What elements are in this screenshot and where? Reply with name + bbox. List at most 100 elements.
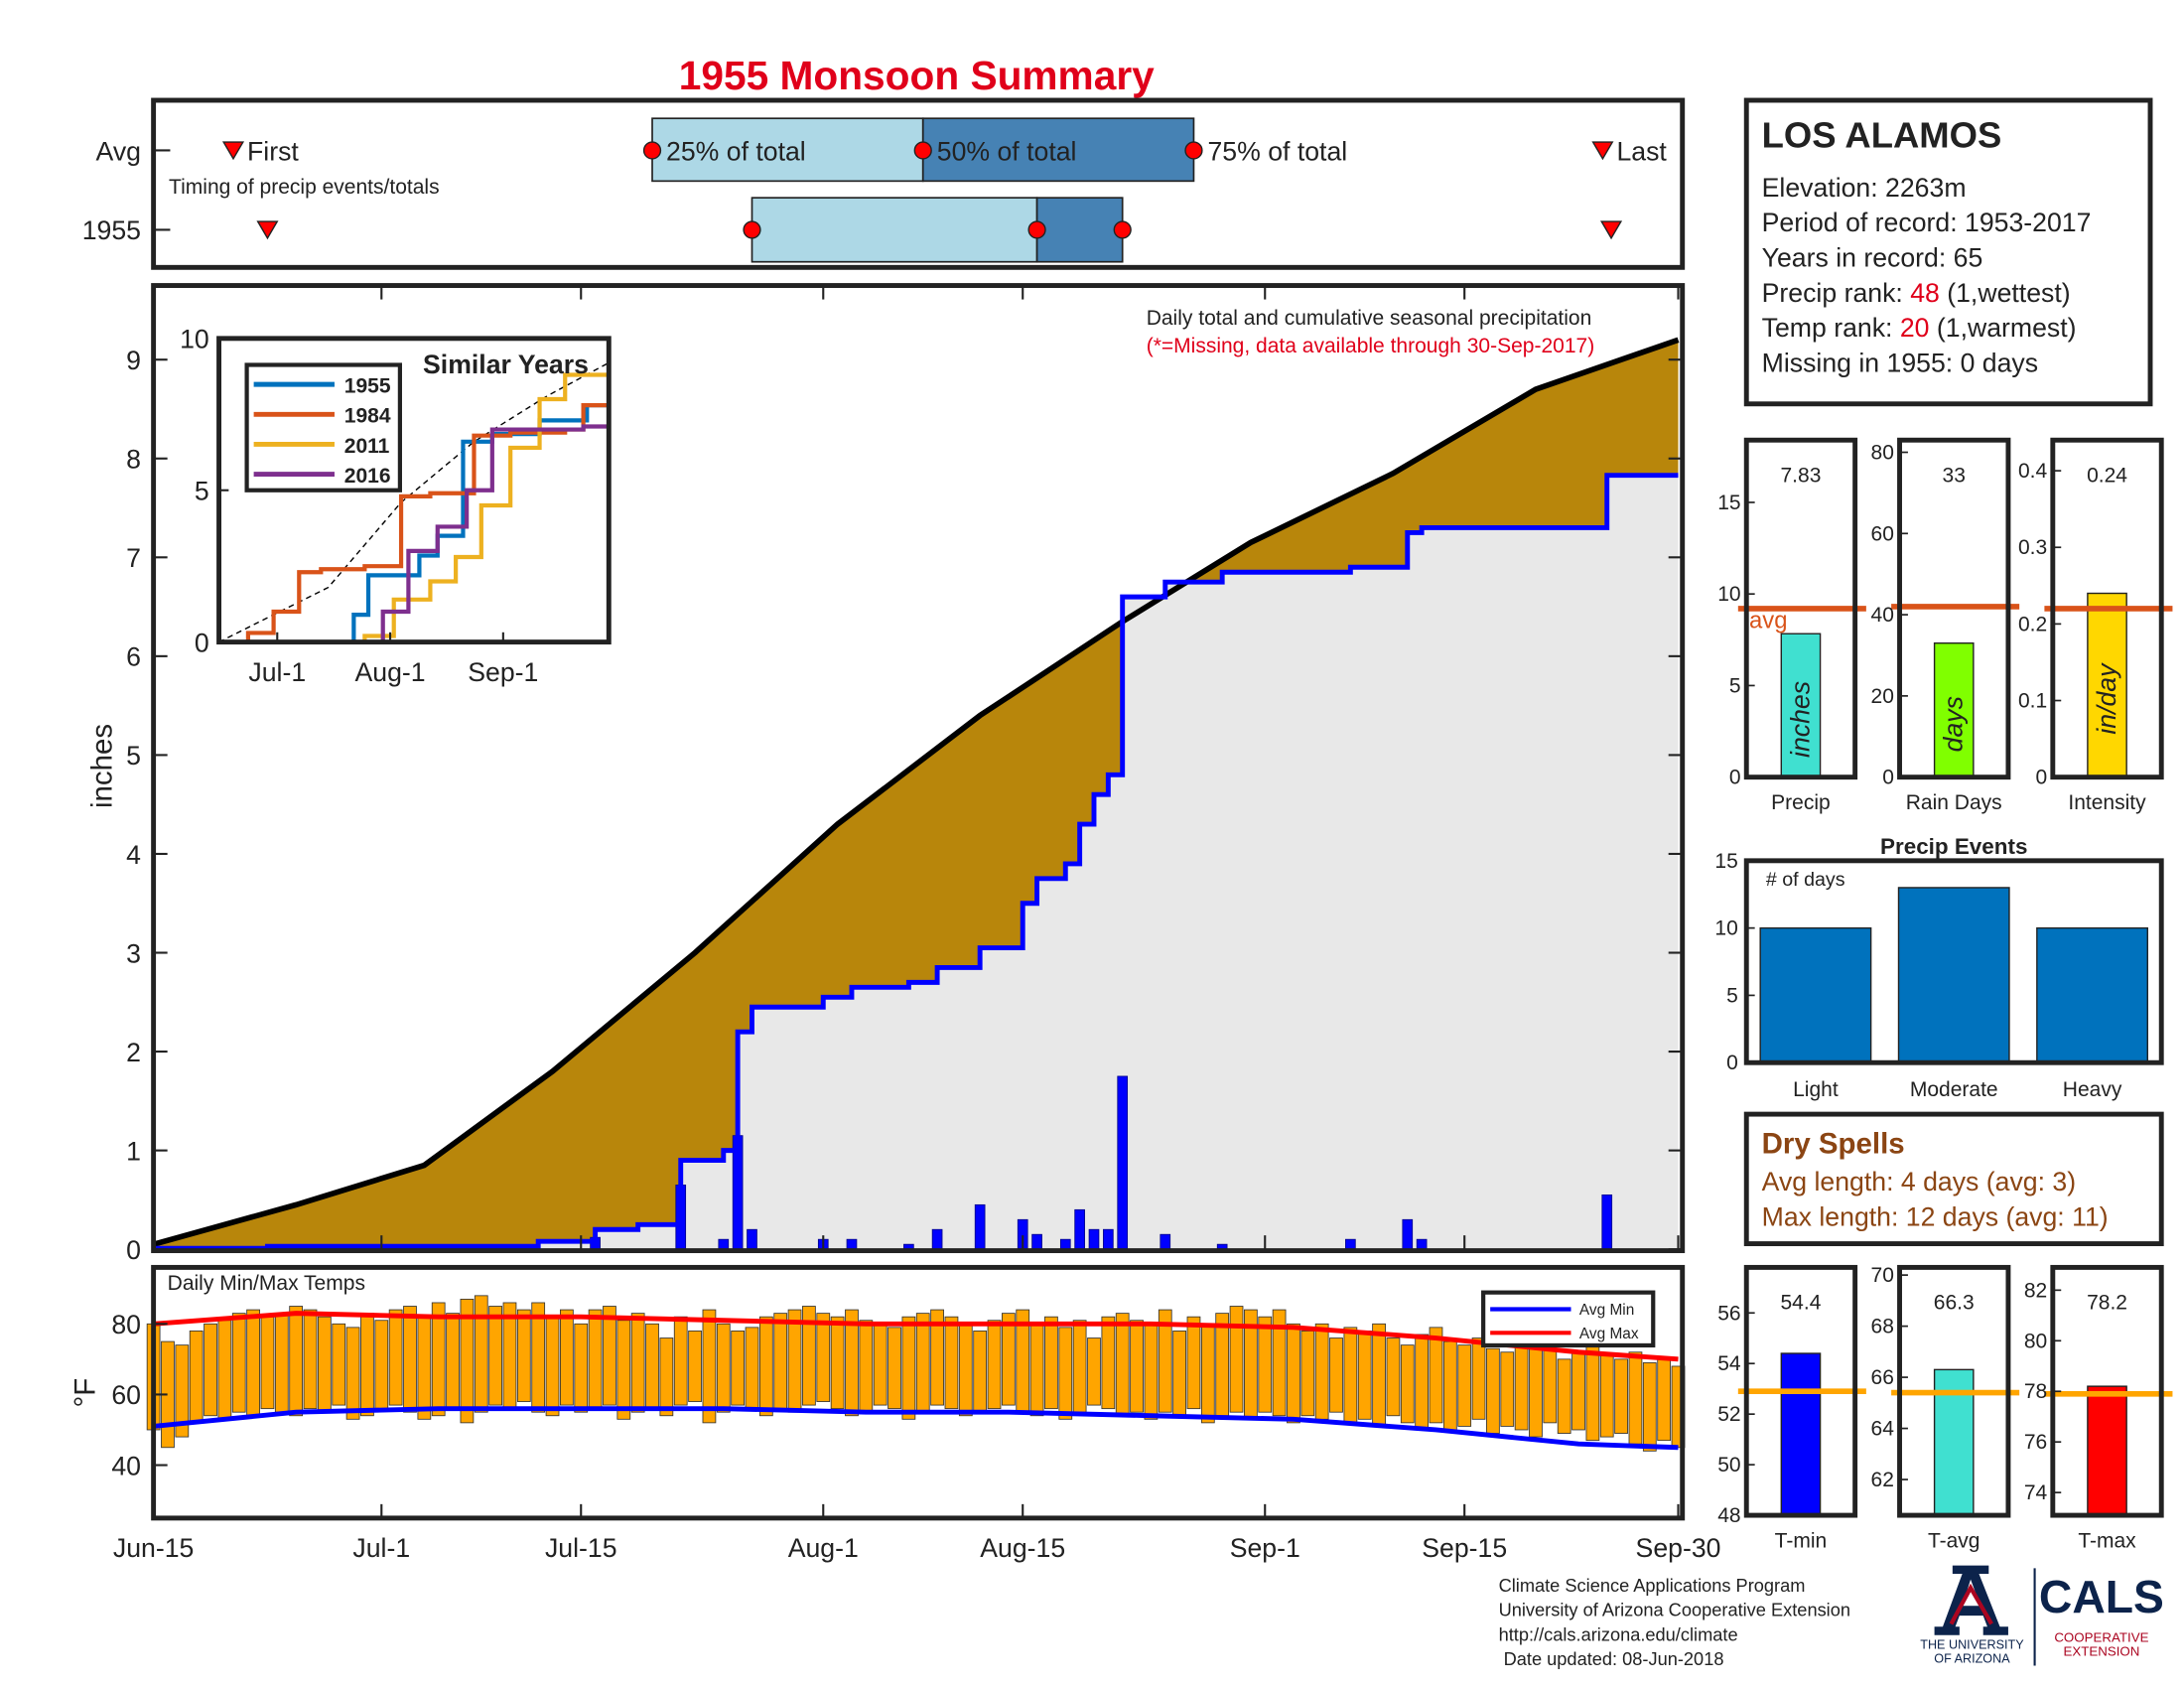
category-label: Precip bbox=[1771, 791, 1831, 814]
daily-bar bbox=[974, 1203, 986, 1250]
x-tick-label: Light bbox=[1793, 1078, 1839, 1101]
category-label: T-min bbox=[1775, 1529, 1828, 1552]
bar bbox=[2036, 926, 2148, 1063]
temp-range-bar bbox=[816, 1313, 831, 1402]
temp-range-bar bbox=[673, 1316, 688, 1406]
x-tick-label: Jun-15 bbox=[113, 1533, 194, 1563]
y-tick-label: 66 bbox=[1871, 1366, 1894, 1389]
temp-range-bar bbox=[787, 1309, 802, 1413]
temp-range-bar bbox=[1500, 1351, 1515, 1427]
y-tick-label: 60 bbox=[111, 1380, 141, 1410]
first-marker bbox=[256, 220, 279, 240]
temp-range-bar bbox=[716, 1323, 731, 1413]
temp-range-bar bbox=[1072, 1320, 1087, 1413]
daily-bar bbox=[718, 1238, 730, 1250]
temp-range-bar bbox=[474, 1295, 488, 1413]
y-tick-label: 10 bbox=[1714, 917, 1737, 940]
temp-range-bar bbox=[1386, 1337, 1401, 1417]
temp-range-bar bbox=[1329, 1337, 1343, 1413]
temp-range-bar bbox=[289, 1306, 304, 1417]
temp-range-bar bbox=[260, 1316, 275, 1410]
logo-a-inner bbox=[1949, 1583, 1993, 1625]
daily-bar bbox=[1117, 1075, 1129, 1250]
temp-range-bar bbox=[446, 1313, 460, 1410]
station-line: Temp rank: 20 (1,warmest) bbox=[1762, 313, 2077, 343]
temp-range-bar bbox=[204, 1323, 217, 1417]
value-label: 7.83 bbox=[1780, 464, 1821, 487]
temp-range-bar bbox=[1486, 1347, 1500, 1434]
timing-label: 25% of total bbox=[666, 136, 806, 166]
stat-bar bbox=[2087, 1385, 2127, 1516]
observed-line bbox=[153, 473, 1679, 1251]
temp-range-bar bbox=[1400, 1344, 1415, 1424]
value-label: 33 bbox=[1943, 464, 1966, 487]
stat-bar bbox=[1933, 642, 1975, 778]
category-label: Intensity bbox=[2068, 791, 2146, 814]
stat-bar bbox=[2087, 592, 2127, 778]
temp-range-bar bbox=[1557, 1358, 1571, 1434]
timing-label: Last bbox=[1616, 136, 1667, 166]
daily-bar bbox=[1160, 1233, 1171, 1250]
frame bbox=[1897, 1264, 2011, 1518]
y-tick-label: 40 bbox=[1871, 604, 1894, 627]
x-tick-label: Jul-15 bbox=[545, 1533, 617, 1563]
temp-range-bar bbox=[845, 1309, 859, 1417]
y-tick-label: 56 bbox=[1717, 1302, 1740, 1325]
temp-range-bar bbox=[588, 1309, 603, 1410]
temp-range-bar bbox=[944, 1316, 959, 1410]
y-tick-label: 0 bbox=[1726, 1052, 1738, 1074]
frame bbox=[1897, 437, 2011, 780]
daily-bar bbox=[747, 1228, 757, 1250]
y-axis-label: °F bbox=[69, 1378, 102, 1408]
y-tick-label: 48 bbox=[1717, 1504, 1740, 1527]
temp-range-bar bbox=[1415, 1334, 1430, 1431]
inset-title: Similar Years bbox=[423, 350, 589, 379]
y-tick-label: 80 bbox=[2024, 1330, 2047, 1352]
observed-area bbox=[153, 475, 1679, 1250]
y-tick-label: 10 bbox=[1717, 583, 1740, 606]
quartile-marker bbox=[913, 141, 932, 160]
y-tick-label: 5 bbox=[126, 741, 141, 771]
y-tick-label: 9 bbox=[126, 346, 141, 375]
x-tick-label: Heavy bbox=[2063, 1078, 2122, 1101]
temp-range-bar bbox=[901, 1316, 916, 1420]
temp-range-bar bbox=[488, 1306, 502, 1406]
y-tick-label: 20 bbox=[1871, 685, 1894, 708]
temp-range-bar bbox=[417, 1316, 432, 1420]
y-tick-label: 0.1 bbox=[2018, 690, 2047, 713]
station-line: Elevation: 2263m bbox=[1762, 173, 1967, 203]
y-tick-label: 7 bbox=[126, 543, 141, 573]
y-label: # of days bbox=[1766, 869, 1845, 891]
chart-title: Precip Events bbox=[1880, 834, 2027, 859]
category-label: T-avg bbox=[1928, 1529, 1980, 1552]
y-tick-label: 0.4 bbox=[2018, 460, 2048, 483]
daily-bar bbox=[1059, 1238, 1071, 1250]
footer-line: http://cals.arizona.edu/climate bbox=[1499, 1623, 1738, 1644]
y-tick-label: 15 bbox=[1717, 492, 1740, 514]
temp-range-bar bbox=[802, 1306, 816, 1406]
temp-range-bar bbox=[431, 1302, 446, 1417]
logo-mark bbox=[1934, 1565, 2036, 1666]
daily-bar bbox=[1074, 1208, 1085, 1250]
temp-range-bar bbox=[374, 1320, 389, 1410]
temp-range-bar bbox=[403, 1306, 417, 1413]
dry-spells-line: Avg length: 4 days (avg: 3) bbox=[1762, 1167, 2076, 1196]
stat-bar bbox=[1780, 1352, 1822, 1516]
timing-label: 50% of total bbox=[937, 136, 1077, 166]
dry-spells-line: Max length: 12 days (avg: 11) bbox=[1762, 1201, 2109, 1231]
x-tick-label: Sep-15 bbox=[1422, 1533, 1507, 1563]
temp-range-bar bbox=[1229, 1306, 1244, 1413]
station-text: Missing in 1955: 0 days bbox=[1762, 349, 2038, 378]
y-tick-label: 74 bbox=[2024, 1481, 2048, 1504]
temp-range-bar bbox=[915, 1313, 930, 1413]
daily-bar bbox=[1103, 1228, 1114, 1250]
timing-label: 75% of total bbox=[1207, 136, 1347, 166]
y-tick-label: 82 bbox=[2024, 1279, 2047, 1302]
box-lower bbox=[751, 197, 1038, 263]
logo-text: EXTENSION bbox=[2063, 1644, 2139, 1659]
bar-label: days bbox=[1939, 696, 1969, 752]
temp-range-bar bbox=[688, 1330, 702, 1402]
temp-range-bar bbox=[1272, 1309, 1287, 1417]
temp-range-bar bbox=[545, 1316, 560, 1417]
temp-range-bar bbox=[603, 1306, 616, 1406]
